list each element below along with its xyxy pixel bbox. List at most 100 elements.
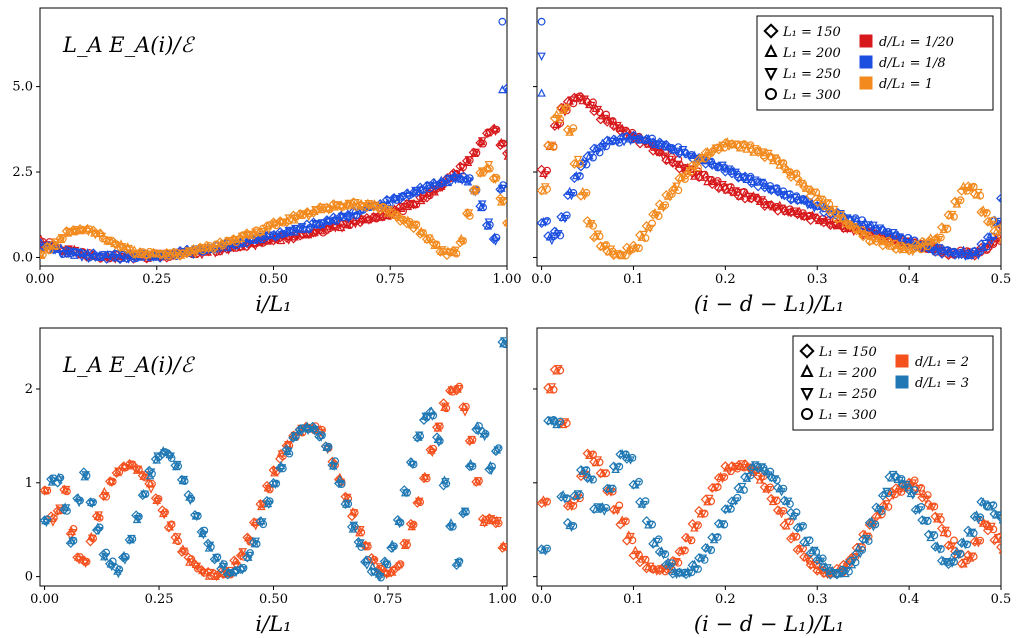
data-point [501,340,507,349]
data-point [403,215,413,224]
data-point [100,552,109,561]
data-point [259,520,268,529]
data-point [985,502,994,511]
x-tick-label: 0.00 [30,592,59,607]
y-tick-label: 0 [25,570,33,585]
data-point [996,542,1001,553]
data-point [95,514,104,522]
data-point [934,236,944,245]
x-axis-label: (i − d − L₁)/L₁ [694,292,844,316]
data-point [956,196,965,205]
data-point [429,444,438,453]
data-point [200,526,209,535]
data-point [946,540,955,549]
data-point [68,246,79,257]
data-point [733,493,742,502]
data-point [919,515,929,525]
axes-frame [536,7,1002,267]
data-point [963,540,972,549]
x-tick-label: 0.2 [715,272,736,287]
x-tick-label: 0.5 [991,272,1012,287]
x-tick-label: 0.00 [26,272,55,287]
data-point [617,131,627,141]
data-point [740,459,751,470]
data-point [351,199,360,208]
data-point [488,462,496,471]
data-point [744,192,754,202]
data-point [749,176,758,186]
data-point [617,448,627,458]
data-point [435,422,444,431]
data-point [947,210,957,220]
data-point [350,508,359,517]
data-point [996,511,1001,520]
x-tick-label: 0.3 [807,272,828,287]
y-tick-label: 0.0 [12,250,33,265]
data-point [265,497,274,506]
data-point [608,117,617,125]
data-point [422,413,431,422]
data-point [63,506,71,515]
data-point [40,250,47,259]
data-point [919,489,929,498]
data-point [321,224,332,235]
data-point [954,251,964,260]
data-point [475,477,483,485]
data-point [884,489,893,498]
x-tick-label: 0.50 [259,592,288,607]
data-point [582,466,591,474]
data-point [613,121,622,131]
data-point [720,520,729,529]
data-point [442,479,451,488]
data-point [768,202,778,211]
data-point [105,237,114,246]
data-point [569,124,578,132]
x-tick-label: 1.00 [493,272,522,287]
data-point [578,466,588,475]
data-point [595,458,604,467]
data-point [562,211,571,220]
data-point [318,431,326,440]
data-point [115,565,124,574]
data-point [801,183,811,192]
data-point [913,503,922,513]
data-point [709,482,719,491]
data-point [57,234,67,243]
data-markers [537,364,1001,580]
data-point [486,467,496,476]
data-point [141,473,150,482]
data-point [416,432,425,440]
data-point [943,529,952,538]
data-point [888,470,898,480]
data-point [100,492,110,501]
data-point [635,477,643,486]
x-tick-label: 0.1 [623,592,644,607]
legend-marker-triangle-up [764,44,778,57]
data-point [124,459,135,469]
data-point [644,222,653,231]
data-point [543,544,552,553]
data-point [1000,516,1001,519]
data-point [102,548,111,557]
data-point [310,227,319,237]
data-point [934,513,944,522]
data-point [501,542,507,551]
data-point [661,139,672,150]
data-point [862,535,872,544]
data-point [331,457,340,466]
data-point [187,555,196,563]
data-point [849,556,859,566]
data-point [552,119,561,128]
data-point [965,250,975,260]
data-point [1000,192,1001,194]
data-point [659,152,668,161]
data-point [264,225,273,235]
axes-frame [536,327,1002,587]
data-point [152,455,161,464]
data-point [460,408,470,417]
data-point [602,503,611,512]
data-point [412,220,421,229]
data-point [384,196,394,206]
data-point [416,498,425,507]
data-point [565,520,574,530]
